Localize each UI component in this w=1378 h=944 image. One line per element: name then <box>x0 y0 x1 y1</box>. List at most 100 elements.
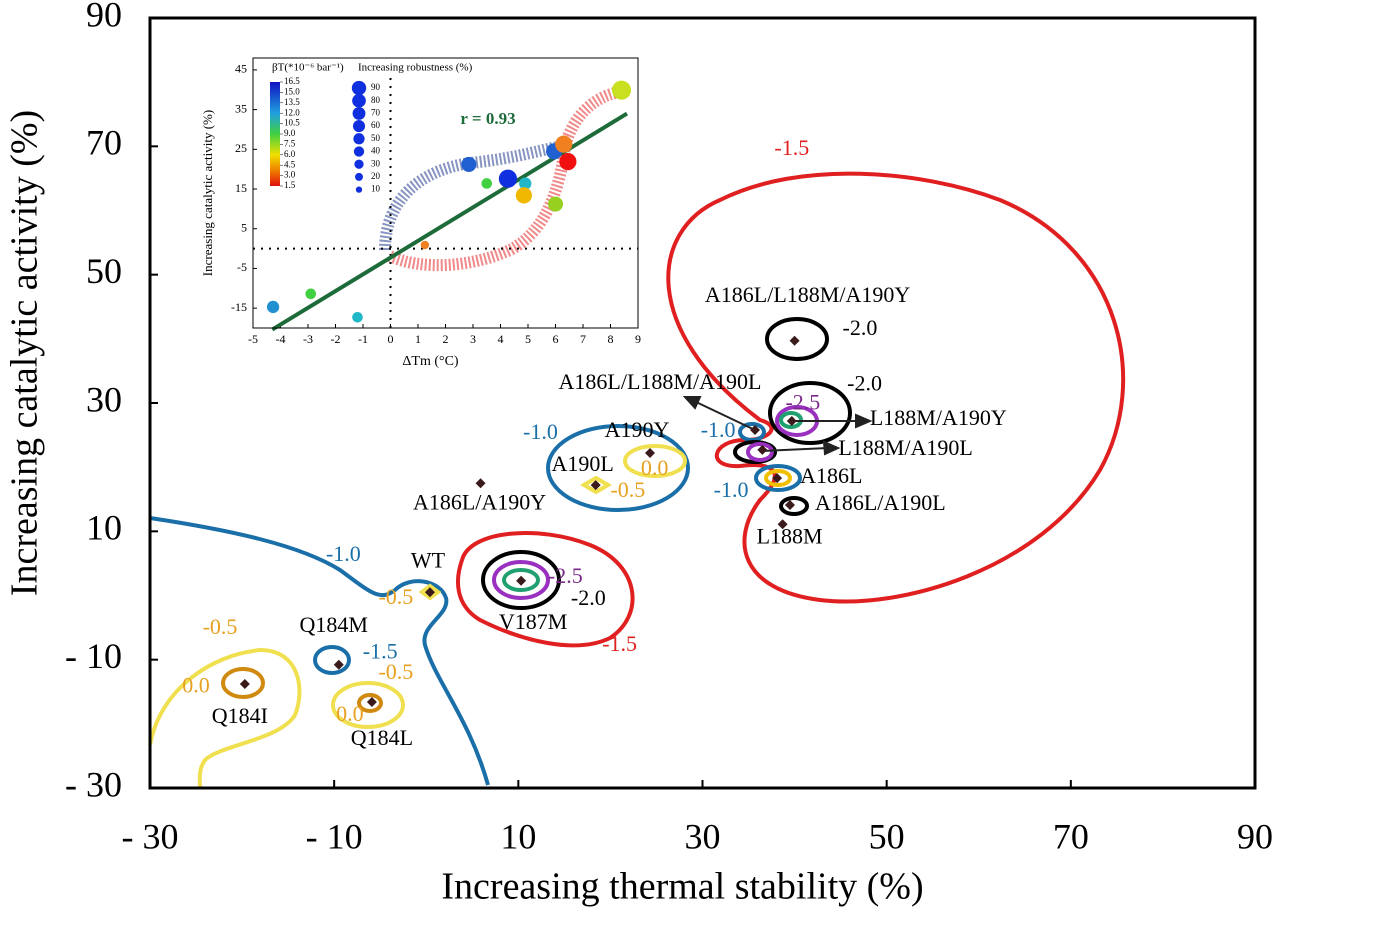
y-tick-label: 35 <box>235 101 247 115</box>
point-label: A186L/L188M/A190Y <box>705 282 910 307</box>
point-label: L188M/A190Y <box>870 405 1007 430</box>
bubble <box>420 240 430 250</box>
y-tick-label: 90 <box>86 0 122 34</box>
data-point <box>777 519 788 530</box>
contour <box>666 171 1126 604</box>
x-tick-label: -5 <box>248 332 258 346</box>
y-tick-label: -15 <box>231 300 247 314</box>
colorbar-tick-label: 6.0 <box>284 149 296 159</box>
contour-label: 0.0 <box>641 455 669 480</box>
arrow-head <box>855 413 873 429</box>
contour <box>779 496 809 516</box>
contour <box>580 475 612 495</box>
bubble <box>461 156 477 172</box>
x-tick-label: 3 <box>470 332 476 346</box>
contour <box>765 317 829 361</box>
point-label: WT <box>411 547 446 572</box>
size-legend-marker <box>352 93 366 108</box>
colorbar-tick-label: 12.0 <box>284 107 300 117</box>
bubble <box>559 153 577 171</box>
data-point <box>757 444 768 455</box>
contour <box>733 440 777 464</box>
colorbar <box>270 82 280 186</box>
point-label: Q184L <box>351 725 413 750</box>
y-tick-label: 30 <box>86 379 122 419</box>
bubble <box>555 135 573 153</box>
data-point <box>475 478 486 489</box>
data-point <box>784 500 795 511</box>
arrows <box>682 396 873 456</box>
contour-label: -2.5 <box>785 389 820 414</box>
x-axis-title: Increasing thermal stability (%) <box>441 866 923 908</box>
y-tick-label: 50 <box>86 251 122 291</box>
data-point <box>366 697 377 708</box>
colorbar-title: βT(*10⁻⁶ bar⁻¹) <box>272 62 344 74</box>
contour-label: -0.5 <box>203 614 238 639</box>
x-tick-label: -2 <box>331 332 341 346</box>
bubble <box>547 196 564 212</box>
contour-label: 0.0 <box>336 701 364 726</box>
contour <box>481 550 561 610</box>
colorbar-tick-label: 13.5 <box>284 97 300 107</box>
contour <box>148 647 302 789</box>
contour-label: -1.0 <box>523 419 558 444</box>
y-axis-title: Increasing catalytic activity (%) <box>200 110 215 276</box>
x-tick-label: 5 <box>525 332 531 346</box>
bubble <box>519 177 532 190</box>
data-point <box>333 659 344 670</box>
contour <box>746 442 774 462</box>
x-tick-label: 90 <box>1237 816 1273 856</box>
arrow <box>693 400 756 431</box>
x-axis-title: ΔTm (°C) <box>402 354 459 369</box>
y-tick-label: 70 <box>86 123 122 163</box>
contour <box>456 531 635 648</box>
size-legend-marker <box>353 133 365 145</box>
colorbar-tick-label: 4.5 <box>284 159 296 169</box>
size-legend-marker <box>355 172 363 181</box>
contour-label: -2.0 <box>571 585 606 610</box>
arrow-head <box>822 440 841 456</box>
contour <box>623 444 687 478</box>
contour-label: -1.0 <box>326 541 361 566</box>
data-point <box>516 575 527 586</box>
x-tick-label: 10 <box>500 816 536 856</box>
x-tick-label: 0 <box>388 332 394 346</box>
x-tick-label: - 10 <box>306 816 363 856</box>
bubble <box>611 80 632 100</box>
data-point <box>239 679 250 690</box>
bubble <box>498 169 518 188</box>
contour <box>764 469 792 487</box>
y-tick-label: 10 <box>86 508 122 548</box>
data-point <box>645 448 656 459</box>
bubble <box>352 311 363 323</box>
size-legend-label: 60 <box>371 120 381 130</box>
size-legend-label: 90 <box>371 82 381 92</box>
data-point <box>786 415 797 426</box>
point-label: A190Y <box>605 417 670 442</box>
point-label: A186L <box>800 463 862 488</box>
contour-label: -0.5 <box>610 477 645 502</box>
x-tick-label: -1 <box>358 332 368 346</box>
contour <box>738 422 766 442</box>
data-point <box>590 480 601 491</box>
contour <box>149 516 490 786</box>
data-point <box>789 335 800 346</box>
point-label: V187M <box>499 609 567 634</box>
contour <box>331 681 405 729</box>
contour-label: -2.0 <box>847 371 882 396</box>
size-legend-marker <box>352 106 366 120</box>
x-tick-label: -3 <box>303 332 313 346</box>
colorbar-tick-label: 1.5 <box>284 180 296 190</box>
bubble <box>266 300 280 314</box>
colorbar-tick-label: 10.5 <box>284 118 300 128</box>
y-tick-label: 15 <box>235 181 247 195</box>
x-tick-label: 8 <box>608 332 614 346</box>
size-legend-label: 10 <box>371 184 381 194</box>
contour <box>357 693 383 713</box>
contour-label: -1.0 <box>714 477 749 502</box>
size-legend-label: 80 <box>371 95 381 105</box>
y-axis-title: Increasing catalytic activity (%) <box>4 110 46 596</box>
size-legend-marker <box>354 159 364 169</box>
